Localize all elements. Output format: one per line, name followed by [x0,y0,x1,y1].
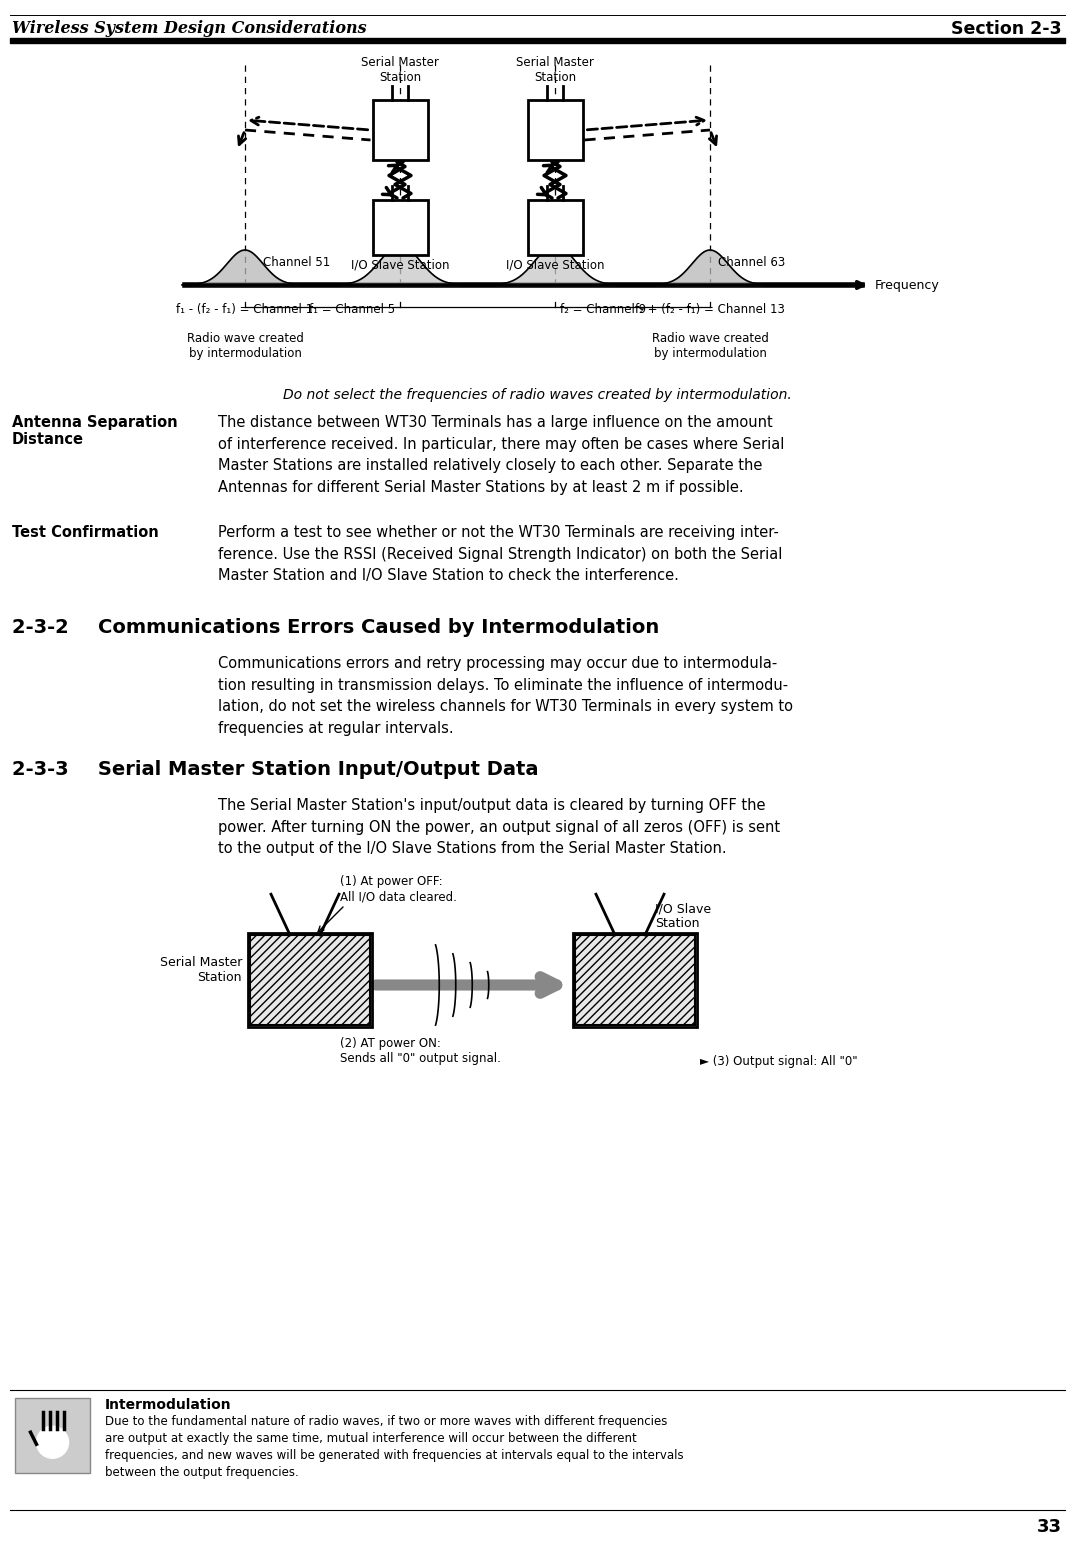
Text: Intermodulation: Intermodulation [105,1398,231,1412]
Text: 2-3-3   Serial Master Station Input/Output Data: 2-3-3 Serial Master Station Input/Output… [12,761,539,779]
Text: Serial Master
Station: Serial Master Station [159,957,242,984]
Bar [15,1398,90,1474]
Text: Communications errors and retry processing may occur due to intermodula-
tion re: Communications errors and retry processi… [218,656,793,736]
Text: Test Confirmation: Test Confirmation [12,525,159,540]
Bar [373,201,428,255]
Text: Due to the fundamental nature of radio waves, if two or more waves with differen: Due to the fundamental nature of radio w… [105,1415,684,1480]
Text: ► (3) Output signal: All "0": ► (3) Output signal: All "0" [700,1055,858,1068]
Text: 2-3-2   Communications Errors Caused by Intermodulation: 2-3-2 Communications Errors Caused by In… [12,619,659,637]
Text: f₂ + (f₂ - f₁) = Channel 13: f₂ + (f₂ - f₁) = Channel 13 [635,302,785,316]
Text: f₁ - (f₂ - f₁) = Channel 1: f₁ - (f₂ - f₁) = Channel 1 [176,302,314,316]
Text: I/O Slave Station: I/O Slave Station [350,259,449,272]
Text: (2) AT power ON:
Sends all "0" output signal.: (2) AT power ON: Sends all "0" output si… [340,1037,501,1065]
Text: Radio wave created
by intermodulation: Radio wave created by intermodulation [651,332,769,360]
Text: Serial Master
Station: Serial Master Station [361,56,439,83]
Text: The Serial Master Station's input/output data is cleared by turning OFF the
powe: The Serial Master Station's input/output… [218,798,780,856]
Bar [250,935,370,1025]
Text: The distance between WT30 Terminals has a large influence on the amount
of inter: The distance between WT30 Terminals has … [218,415,785,495]
Text: Channel 63: Channel 63 [718,256,785,268]
Bar [528,201,583,255]
Text: Antenna Separation
Distance: Antenna Separation Distance [12,415,177,447]
Text: Channel 51: Channel 51 [263,256,330,268]
Circle shape [37,1426,69,1458]
Text: Perform a test to see whether or not the WT30 Terminals are receiving inter-
fer: Perform a test to see whether or not the… [218,525,783,583]
Text: Section 2-3: Section 2-3 [951,20,1062,39]
Bar [528,100,583,160]
Text: (1) At power OFF:
All I/O data cleared.: (1) At power OFF: All I/O data cleared. [340,875,457,903]
Bar [573,934,697,1028]
Text: Frequency: Frequency [875,278,940,292]
Text: 33: 33 [1037,1518,1062,1535]
Text: f₂ = Channel 9: f₂ = Channel 9 [560,302,646,316]
Text: Do not select the frequencies of radio waves created by intermodulation.: Do not select the frequencies of radio w… [283,387,791,403]
Text: Serial Master
Station: Serial Master Station [516,56,593,83]
Text: Radio wave created
by intermodulation: Radio wave created by intermodulation [187,332,303,360]
Text: I/O Slave Station: I/O Slave Station [505,259,604,272]
Text: Wireless System Design Considerations: Wireless System Design Considerations [12,20,367,37]
Bar [248,934,372,1028]
Bar [575,935,696,1025]
Text: f₁ = Channel 5: f₁ = Channel 5 [309,302,395,316]
Bar [373,100,428,160]
Text: I/O Slave
Station: I/O Slave Station [655,903,712,930]
